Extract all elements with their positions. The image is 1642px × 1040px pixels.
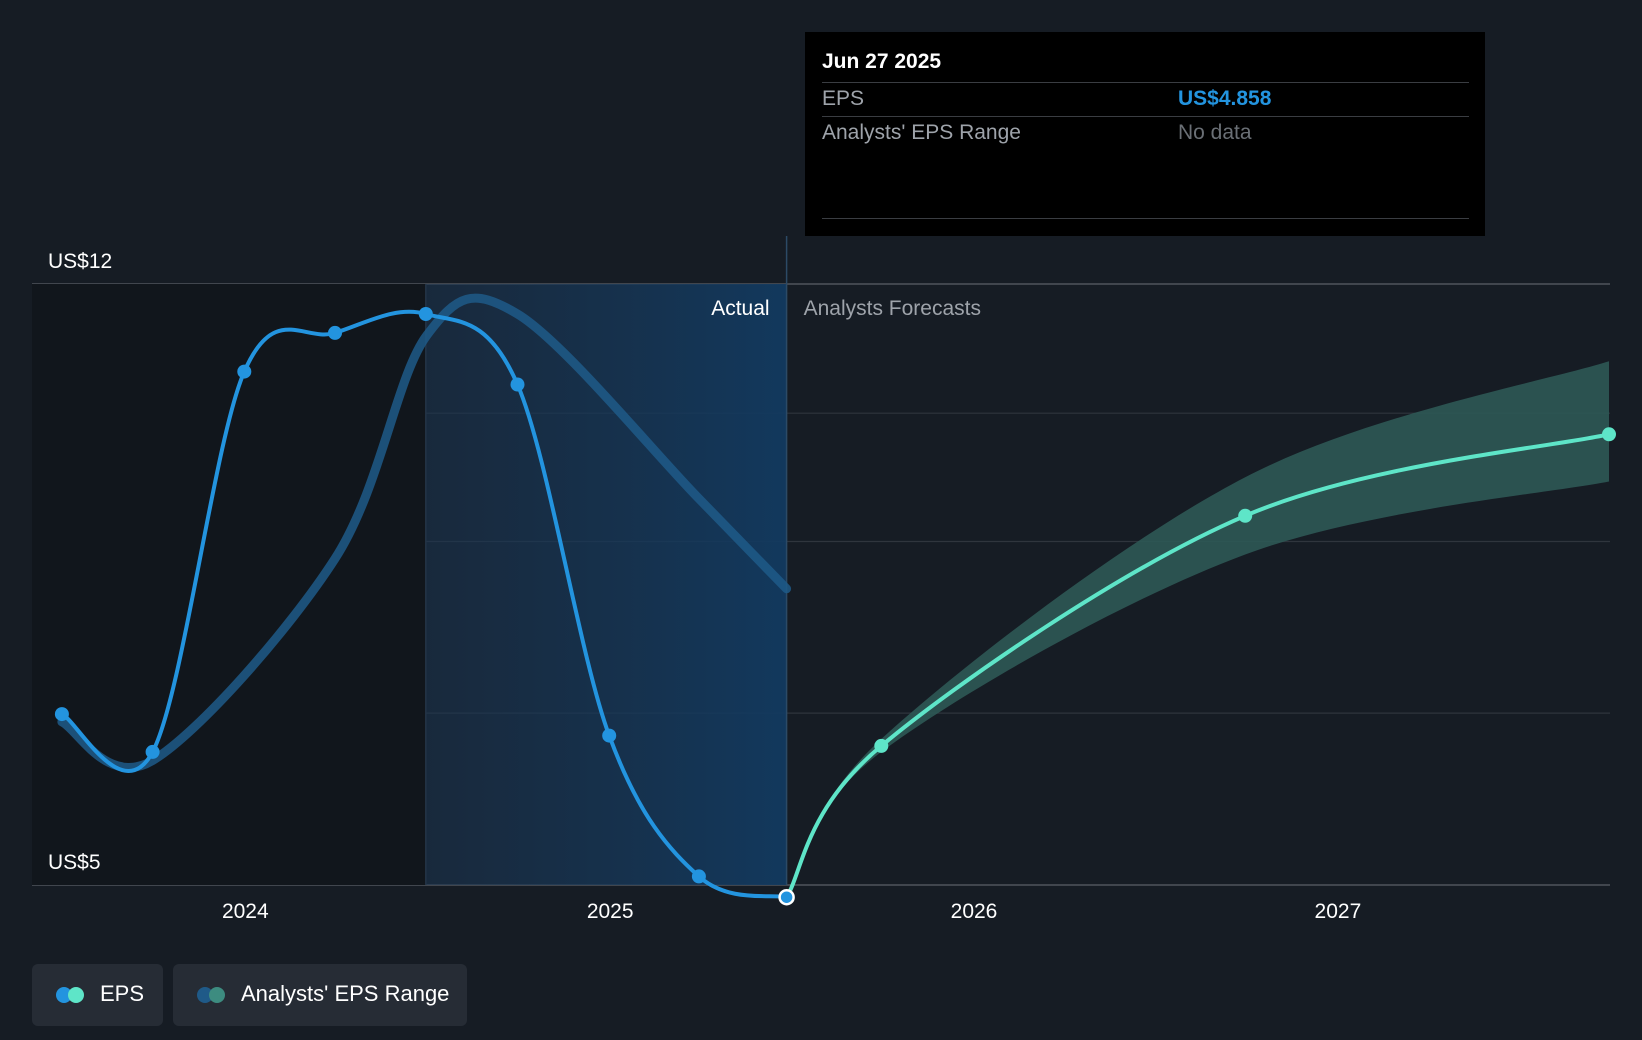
y-axis-label-top: US$12 [48, 250, 112, 273]
eps-forecast-point [1602, 427, 1616, 442]
range-band-area [786, 361, 1609, 898]
tooltip-eps-label: EPS [822, 87, 865, 110]
legend-item-eps[interactable]: EPS [32, 964, 163, 1026]
eps-actual-point [418, 307, 433, 321]
x-axis-label: 2026 [951, 900, 998, 923]
past-region-shade [32, 284, 426, 885]
eps-actual-point [691, 869, 706, 884]
trend-line [57, 293, 792, 773]
x-axis-label: 2027 [1315, 900, 1362, 923]
range-legend-icon [197, 987, 229, 1003]
data-points [54, 307, 1616, 906]
eps-actual-point [54, 707, 69, 722]
analysts-eps-range-band [786, 361, 1609, 898]
tooltip-row-eps: EPS US$4.858 [822, 82, 1469, 116]
tooltip-range-label: Analysts' EPS Range [822, 121, 1021, 144]
eps-legend-icon [56, 987, 88, 1003]
hover-tooltip: Jun 27 2025 EPS US$4.858 Analysts' EPS R… [805, 32, 1485, 236]
axis-labels: US$12 US$5 2024 2025 2026 2027 Actual Analysts … [48, 250, 1361, 923]
legend-label-eps-range: Analysts' EPS Range [241, 981, 450, 1006]
tooltip-eps-value: US$4.858 [1178, 87, 1272, 110]
eps-forecast-point [1238, 508, 1253, 523]
y-axis-label-bottom: US$5 [48, 851, 101, 874]
eps-actual-point [328, 325, 342, 340]
actual-section-label: Actual [711, 297, 769, 320]
eps-forecast-point [874, 738, 889, 753]
tooltip-divider [822, 218, 1469, 219]
eps-actual-point [145, 744, 160, 759]
actual-region-shade [425, 284, 787, 885]
forecast-section-label: Analysts Forecasts [804, 297, 981, 320]
eps-forecast-line [784, 432, 1611, 900]
tooltip-range-value: No data [1178, 121, 1252, 144]
tooltip-row-range: Analysts' EPS Range No data [822, 116, 1469, 150]
eps-actual-point [510, 377, 525, 392]
eps-current-point [778, 888, 795, 906]
legend-label-eps: EPS [100, 981, 145, 1006]
x-axis-label: 2025 [587, 900, 634, 923]
tooltip-date: Jun 27 2025 [822, 50, 942, 73]
eps-actual-point [237, 364, 252, 379]
chart-regions [32, 236, 788, 885]
legend-item-eps-range[interactable]: Analysts' EPS Range [173, 964, 467, 1026]
x-axis-label: 2024 [222, 900, 269, 923]
eps-actual-point [602, 728, 617, 743]
